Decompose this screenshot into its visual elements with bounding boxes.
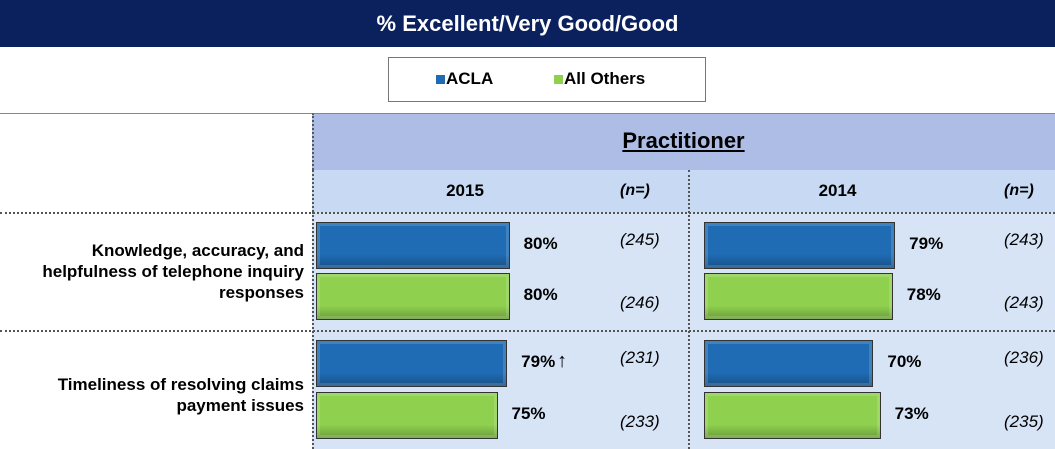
n-label: (246) <box>620 293 660 312</box>
section-row <box>312 113 1055 170</box>
value-label: 80% <box>523 285 558 304</box>
title-bar <box>0 0 1055 47</box>
value-label: 78% <box>906 285 941 304</box>
value-label: 79% <box>909 234 944 253</box>
category-label: Knowledge, accuracy, and helpfulness of … <box>42 240 304 302</box>
year-row <box>312 170 1055 212</box>
year-label: 2015 <box>446 181 484 200</box>
chart-title: % Excellent/Very Good/Good <box>376 11 679 36</box>
n-label: (245) <box>620 230 660 249</box>
bar <box>704 392 881 439</box>
value-label: 75% <box>511 404 546 423</box>
legend-swatch <box>436 75 445 84</box>
bar <box>316 222 510 269</box>
n-header: (n=) <box>620 182 650 199</box>
legend-label: All Others <box>564 69 646 88</box>
n-label: (235) <box>1004 412 1044 431</box>
n-label: (243) <box>1004 230 1044 249</box>
row-divider <box>0 212 1055 214</box>
sig-arrow: ↑ <box>557 350 568 372</box>
bar <box>704 340 874 387</box>
bar <box>704 222 896 269</box>
category-label: Timeliness of resolving claims payment i… <box>57 374 304 415</box>
legend <box>388 57 706 102</box>
bar <box>316 273 510 320</box>
legend-swatch <box>554 75 563 84</box>
value-label: 70% <box>887 352 922 371</box>
n-label: (236) <box>1004 348 1044 367</box>
n-label: (231) <box>620 348 660 367</box>
value-label: 80% <box>523 234 558 253</box>
n-label: (243) <box>1004 293 1044 312</box>
left-header <box>0 113 312 212</box>
section-title: Practitioner <box>622 128 745 153</box>
n-label: (233) <box>620 412 660 431</box>
n-header: (n=) <box>1004 182 1034 199</box>
value-label: 73% <box>894 404 929 423</box>
value-label: 79% <box>521 352 556 371</box>
panel-divider <box>688 170 690 449</box>
year-label: 2014 <box>818 181 857 200</box>
row-divider <box>0 330 1055 332</box>
bar <box>316 340 508 387</box>
bar <box>316 392 498 439</box>
bar <box>704 273 893 320</box>
legend-label: ACLA <box>446 69 494 88</box>
